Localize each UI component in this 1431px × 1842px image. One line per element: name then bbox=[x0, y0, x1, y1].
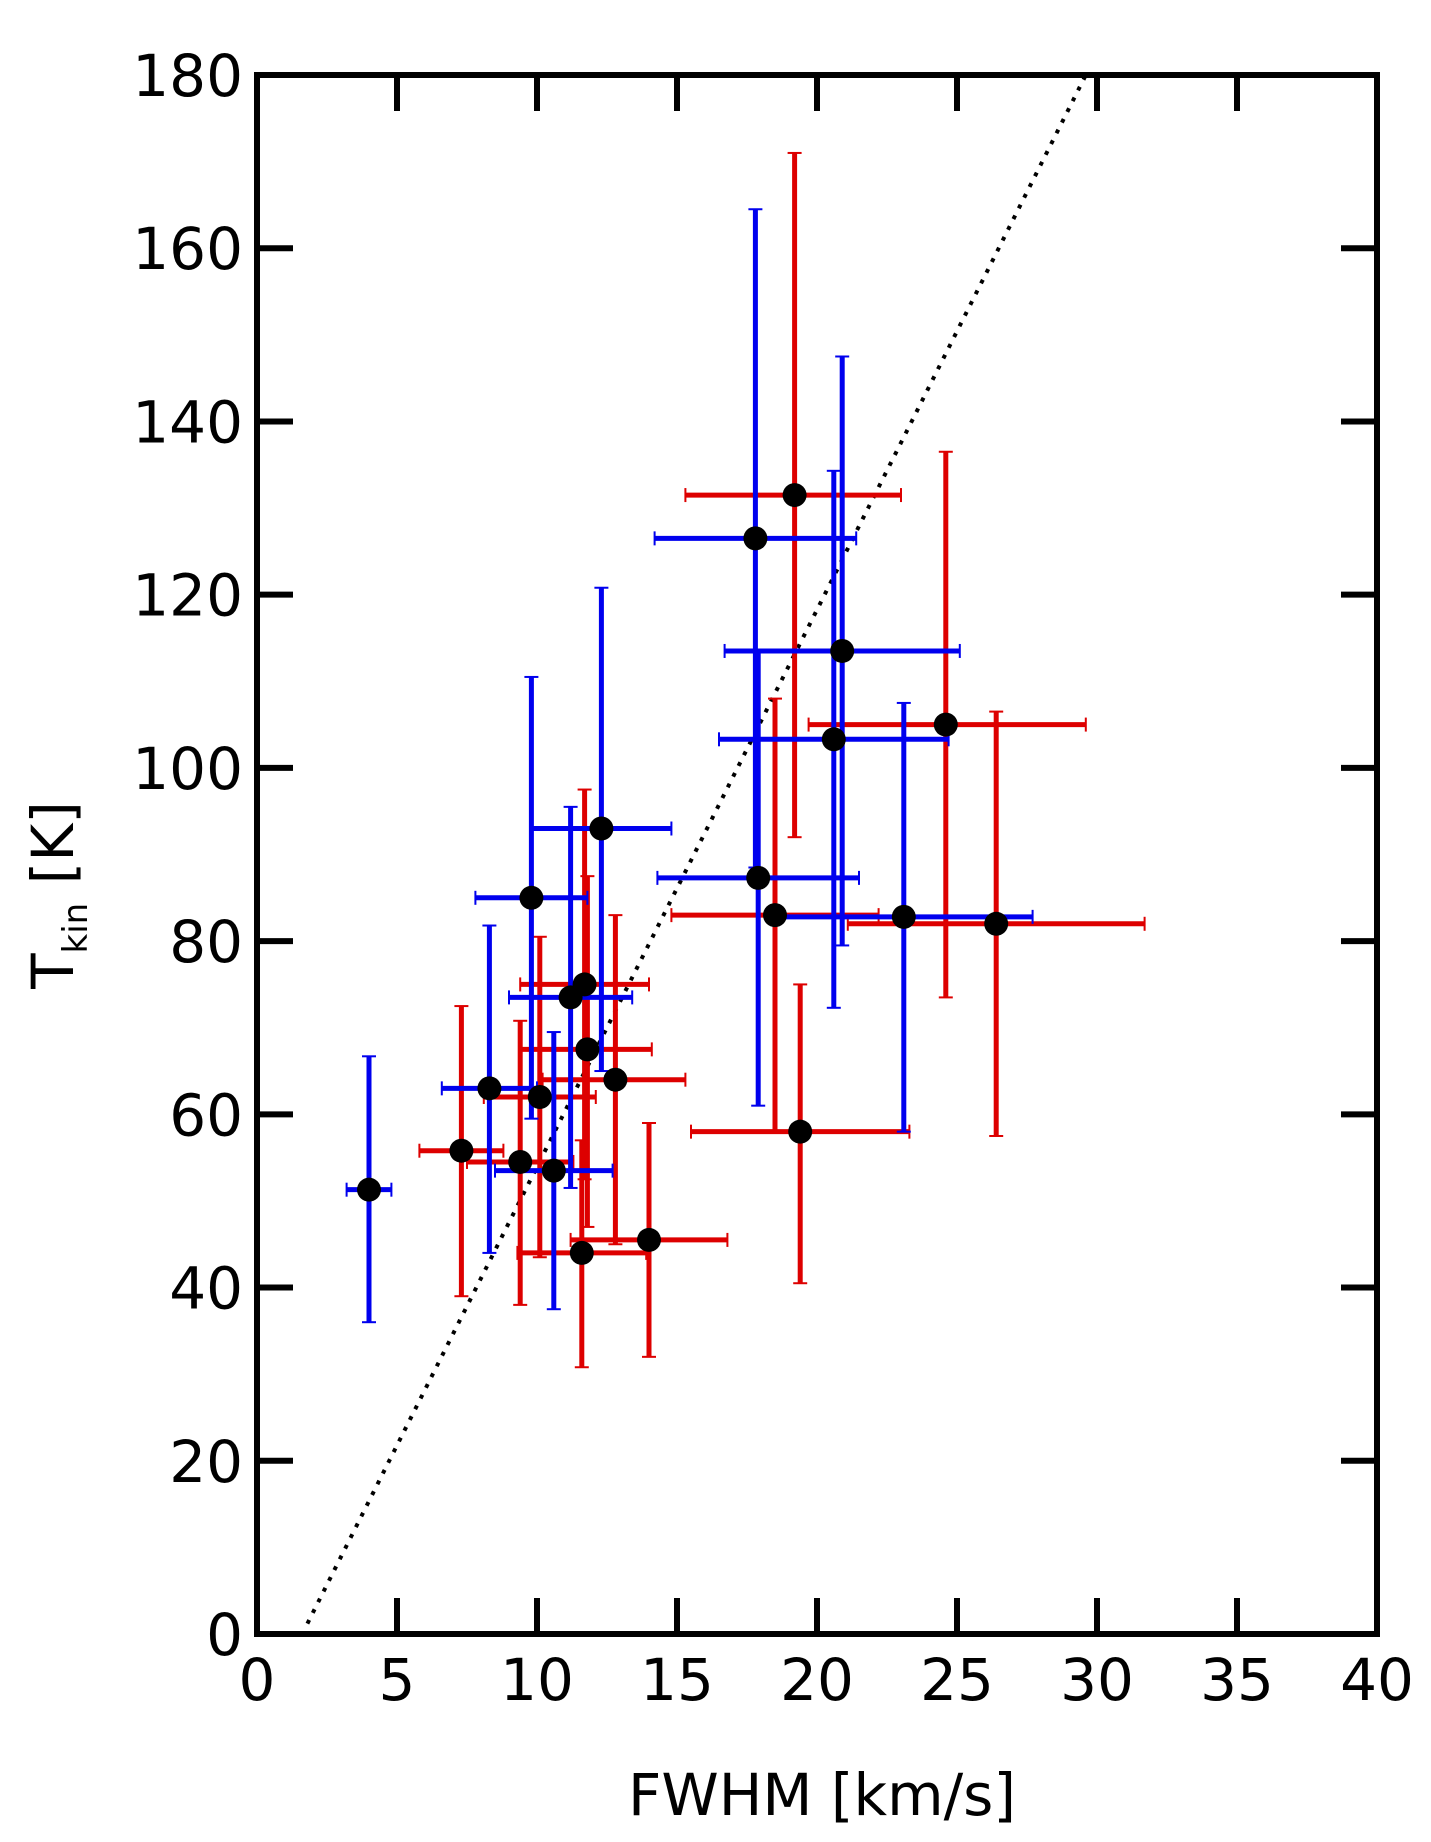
y-tick-label: 180 bbox=[132, 42, 243, 110]
x-tick-label: 10 bbox=[500, 1646, 574, 1714]
y-axis-title-unit: [K] bbox=[19, 801, 87, 903]
series-blue bbox=[345, 208, 1034, 1324]
data-point bbox=[589, 816, 614, 841]
data-point bbox=[637, 1227, 661, 1252]
x-tick-label: 40 bbox=[1340, 1646, 1414, 1714]
x-tick-label: 35 bbox=[1200, 1646, 1274, 1714]
data-point bbox=[746, 865, 771, 890]
x-tick-label: 20 bbox=[780, 1646, 854, 1714]
y-tick-label: 0 bbox=[206, 1601, 243, 1669]
data-point bbox=[763, 903, 787, 928]
x-axis: 0 5 10 15 20 25 30 35 40 bbox=[239, 75, 1414, 1714]
svg-text:Tkin [K]: Tkin [K] bbox=[19, 801, 96, 990]
data-point bbox=[541, 1158, 566, 1183]
y-tick-label: 120 bbox=[132, 562, 243, 630]
x-tick-label: 15 bbox=[640, 1646, 714, 1714]
plot-area bbox=[254, 72, 1380, 1637]
y-tick-label: 40 bbox=[169, 1255, 243, 1323]
y-axis-title-main: T bbox=[19, 953, 87, 990]
data-point bbox=[527, 1085, 552, 1110]
y-tick-label: 80 bbox=[169, 908, 243, 976]
x-tick-label: 25 bbox=[920, 1646, 994, 1714]
data-point bbox=[449, 1138, 474, 1163]
data-point bbox=[788, 1119, 813, 1144]
data-point bbox=[933, 712, 958, 737]
data-point bbox=[575, 1037, 600, 1062]
x-tick-label: 0 bbox=[239, 1646, 276, 1714]
data-point bbox=[984, 911, 1009, 936]
data-point bbox=[821, 727, 846, 752]
y-axis-title: Tkin [K] bbox=[19, 801, 96, 990]
series-red bbox=[418, 151, 1146, 1369]
y-tick-label: 140 bbox=[132, 388, 243, 456]
data-point bbox=[603, 1067, 628, 1092]
data-point bbox=[782, 483, 807, 508]
y-tick-label: 20 bbox=[169, 1428, 243, 1496]
plot-frame bbox=[254, 72, 1380, 1637]
y-tick-label: 160 bbox=[132, 215, 243, 283]
data-point bbox=[558, 985, 583, 1010]
data-point bbox=[830, 638, 855, 663]
y-tick-label: 60 bbox=[169, 1081, 243, 1149]
data-point bbox=[891, 904, 916, 929]
x-tick-label: 5 bbox=[379, 1646, 416, 1714]
x-tick-label: 30 bbox=[1060, 1646, 1134, 1714]
y-axis: 0 20 40 60 80 100 120 140 160 180 bbox=[132, 42, 1377, 1669]
reference-line bbox=[305, 74, 1088, 1625]
data-point bbox=[519, 885, 544, 910]
data-point bbox=[569, 1240, 594, 1265]
data-point bbox=[743, 526, 768, 551]
x-axis-title: FWHM [km/s] bbox=[628, 1761, 1016, 1829]
y-axis-title-subscript: kin bbox=[56, 903, 96, 954]
data-point bbox=[477, 1076, 502, 1101]
data-point bbox=[508, 1149, 533, 1174]
data-point bbox=[357, 1177, 381, 1202]
y-tick-label: 100 bbox=[132, 735, 243, 803]
